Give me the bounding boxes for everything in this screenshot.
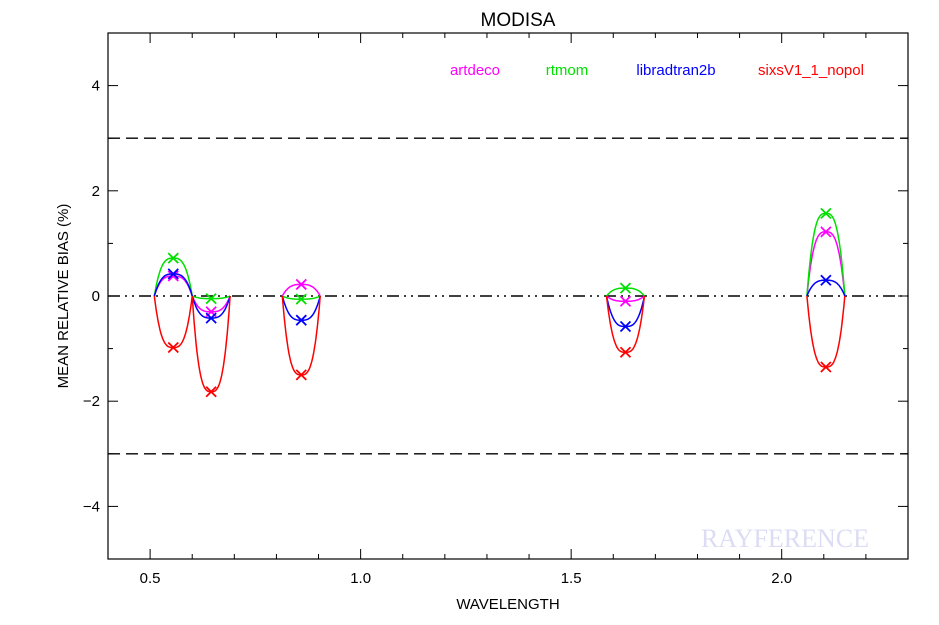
series-line-sixsV1_1_nopol <box>281 295 321 376</box>
data-point-libradtran2b <box>820 274 832 286</box>
x-tick-label: 1.0 <box>350 570 371 587</box>
y-tick-label: 0 <box>92 288 100 305</box>
y-tick-label: 2 <box>92 183 100 200</box>
y-axis-label: MEAN RELATIVE BIAS (%) <box>55 204 72 389</box>
series-line-libradtran2b <box>806 279 846 297</box>
x-tick-label: 0.5 <box>140 570 161 587</box>
data-point-sixsV1_1_nopol <box>295 369 307 381</box>
series-line-sixsV1_1_nopol <box>806 295 846 368</box>
x-axis-label: WAVELENGTH <box>456 596 559 613</box>
data-point-sixsV1_1_nopol <box>820 361 832 373</box>
watermark: RAYFERENCE <box>701 524 869 553</box>
data-point-artdeco <box>295 278 307 291</box>
data-point-rtmom <box>295 293 307 305</box>
series-line-sixsV1_1_nopol <box>605 295 646 354</box>
legend-entry-libradtran2b: libradtran2b <box>636 62 715 79</box>
data-point-artdeco <box>167 270 179 282</box>
series-line-artdeco <box>281 283 321 297</box>
legend-entry-artdeco: artdeco <box>450 62 500 79</box>
y-tick-label: −2 <box>83 393 100 410</box>
data-point-rtmom <box>205 292 217 305</box>
y-tick-label: −4 <box>83 498 100 515</box>
data-point-rtmom <box>619 282 632 294</box>
data-point-sixsV1_1_nopol <box>619 346 632 358</box>
x-tick-label: 2.0 <box>771 570 792 587</box>
data-point-libradtran2b <box>167 268 179 280</box>
legend-entry-sixsV1_1_nopol: sixsV1_1_nopol <box>758 62 864 79</box>
data-point-artdeco <box>820 226 832 238</box>
data-point-rtmom <box>167 252 179 264</box>
x-tick-label: 1.5 <box>561 570 582 587</box>
series-line-artdeco <box>153 275 193 297</box>
y-tick-label: 4 <box>92 78 100 95</box>
data-point-sixsV1_1_nopol <box>205 386 217 398</box>
data-point-libradtran2b <box>295 314 307 326</box>
data-point-sixsV1_1_nopol <box>167 341 179 354</box>
chart-title: MODISA <box>481 10 556 31</box>
data-point-libradtran2b <box>205 312 217 324</box>
series-line-sixsV1_1_nopol <box>153 295 193 349</box>
data-point-artdeco <box>619 295 632 307</box>
data-point-rtmom <box>820 207 832 220</box>
data-point-libradtran2b <box>619 320 632 333</box>
legend-entry-rtmom: rtmom <box>546 62 589 79</box>
